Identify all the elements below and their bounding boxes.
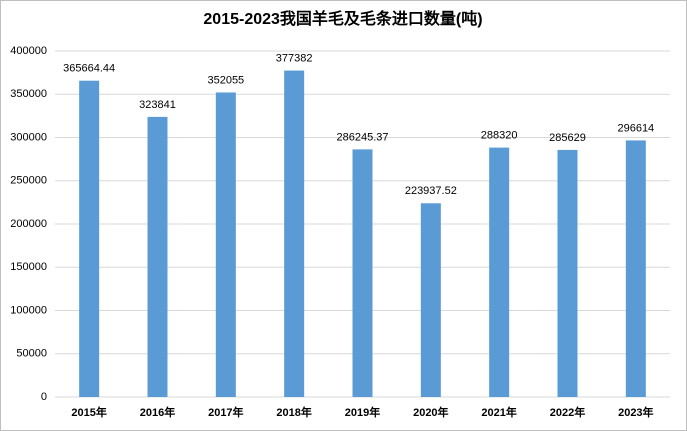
bar bbox=[489, 147, 510, 397]
x-tick-label: 2020年 bbox=[413, 405, 448, 419]
y-tick-label: 400000 bbox=[10, 45, 47, 57]
x-tick-label: 2022年 bbox=[550, 405, 585, 419]
bar bbox=[625, 140, 646, 397]
bar bbox=[79, 80, 100, 397]
data-label: 352055 bbox=[207, 74, 244, 86]
y-tick-label: 150000 bbox=[10, 261, 47, 273]
bar bbox=[215, 92, 236, 398]
y-tick-label: 200000 bbox=[10, 218, 47, 230]
data-label: 323841 bbox=[139, 99, 176, 111]
bar bbox=[147, 116, 168, 397]
data-label: 377382 bbox=[276, 52, 313, 64]
data-label: 365664.44 bbox=[63, 63, 115, 75]
x-tick-label: 2017年 bbox=[208, 405, 243, 419]
data-label: 223937.52 bbox=[405, 185, 457, 197]
x-tick-label: 2016年 bbox=[140, 405, 175, 419]
bar bbox=[557, 149, 578, 397]
y-tick-label: 50000 bbox=[16, 348, 47, 360]
x-tick-label: 2021年 bbox=[481, 405, 516, 419]
data-label: 296614 bbox=[617, 122, 654, 134]
x-tick-label: 2018年 bbox=[276, 405, 311, 419]
y-tick-label: 350000 bbox=[10, 88, 47, 100]
x-tick-label: 2015年 bbox=[71, 405, 106, 419]
chart-title: 2015-2023我国羊毛及毛条进口数量(吨) bbox=[203, 9, 482, 28]
y-tick-label: 0 bbox=[41, 391, 47, 403]
bar bbox=[420, 203, 441, 397]
y-tick-label: 250000 bbox=[10, 175, 47, 187]
bar bbox=[284, 70, 305, 397]
x-tick-label: 2023年 bbox=[618, 405, 653, 419]
data-label: 286245.37 bbox=[337, 131, 389, 143]
y-tick-label: 300000 bbox=[10, 131, 47, 143]
data-label: 285629 bbox=[549, 132, 586, 144]
y-tick-label: 100000 bbox=[10, 304, 47, 316]
data-label: 288320 bbox=[481, 130, 518, 142]
x-tick-label: 2019年 bbox=[345, 405, 380, 419]
bar bbox=[352, 149, 373, 397]
